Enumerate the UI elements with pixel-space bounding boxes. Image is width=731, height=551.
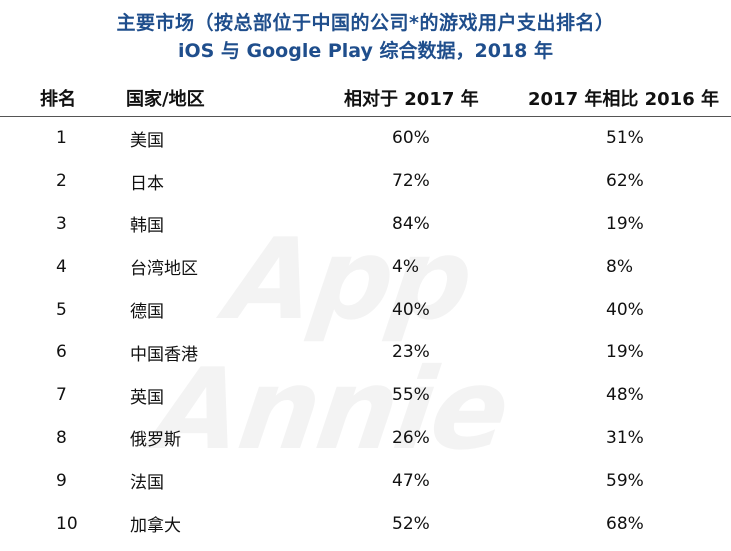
table-row: 1 美国 60% 51% [0,117,731,160]
table-header-row: 排名 国家/地区 相对于 2017 年 2017 年相比 2016 年 [0,80,731,117]
table-row: 8 俄罗斯 26% 31% [0,417,731,460]
table-row: 10 加拿大 52% 68% [0,502,731,545]
rank-cell: 7 [56,385,67,406]
change-2017-vs-2016-cell: 19% [606,342,644,363]
country-cell: 日本 [130,173,164,194]
table-row: 7 英国 55% 48% [0,374,731,417]
rank-cell: 9 [56,470,67,491]
change-2017-vs-2016-cell: 68% [606,513,644,534]
change-2017-vs-2016-cell: 48% [606,385,644,406]
country-cell: 加拿大 [130,516,181,537]
change-vs-2017-cell: 47% [392,470,430,491]
table-row: 9 法国 47% 59% [0,459,731,502]
change-2017-vs-2016-cell: 62% [606,171,644,192]
column-header-country: 国家/地区 [126,80,340,117]
country-cell: 台湾地区 [130,259,198,280]
country-cell: 德国 [130,302,164,323]
change-2017-vs-2016-cell: 59% [606,470,644,491]
rank-cell: 3 [56,213,67,234]
change-2017-vs-2016-cell: 40% [606,299,644,320]
change-vs-2017-cell: 72% [392,171,430,192]
table-row: 6 中国香港 23% 19% [0,331,731,374]
rank-cell: 1 [56,128,67,149]
country-cell: 俄罗斯 [130,430,181,451]
country-cell: 美国 [130,130,164,151]
table-row: 4 台湾地区 4% 8% [0,245,731,288]
change-2017-vs-2016-cell: 31% [606,427,644,448]
table-row: 5 德国 40% 40% [0,288,731,331]
rank-cell: 8 [56,427,67,448]
country-cell: 中国香港 [130,344,198,365]
country-cell: 韩国 [130,216,164,237]
rank-cell: 4 [56,256,67,277]
change-vs-2017-cell: 55% [392,385,430,406]
change-vs-2017-cell: 26% [392,427,430,448]
change-vs-2017-cell: 40% [392,299,430,320]
change-vs-2017-cell: 84% [392,213,430,234]
change-2017-vs-2016-cell: 8% [606,256,633,277]
table-row: 3 韩国 84% 19% [0,203,731,246]
column-header-rank: 排名 [0,80,126,117]
change-vs-2017-cell: 23% [392,342,430,363]
country-cell: 法国 [130,473,164,494]
chart-title: 主要市场（按总部位于中国的公司*的游戏用户支出排名） [116,12,615,34]
column-header-2017-vs-2016: 2017 年相比 2016 年 [514,80,731,117]
table-body: 1 美国 60% 51% 2 日本 72% 62% 3 韩国 84% 19% 4 台湾地区 4% 8% 5 德国 4… [0,117,731,545]
rank-cell: 6 [56,342,67,363]
change-vs-2017-cell: 52% [392,513,430,534]
ranking-table: 排名 国家/地区 相对于 2017 年 2017 年相比 2016 年 1 美国 6… [0,80,731,545]
rank-cell: 2 [56,171,67,192]
change-vs-2017-cell: 4% [392,256,419,277]
change-2017-vs-2016-cell: 19% [606,213,644,234]
change-2017-vs-2016-cell: 51% [606,128,644,149]
column-header-vs-2017: 相对于 2017 年 [340,80,514,117]
change-vs-2017-cell: 60% [392,128,430,149]
rank-cell: 5 [56,299,67,320]
rank-cell: 10 [56,513,78,534]
table-row: 2 日本 72% 62% [0,160,731,203]
country-cell: 英国 [130,387,164,408]
chart-subtitle: iOS 与 Google Play 综合数据，2018 年 [177,40,554,62]
